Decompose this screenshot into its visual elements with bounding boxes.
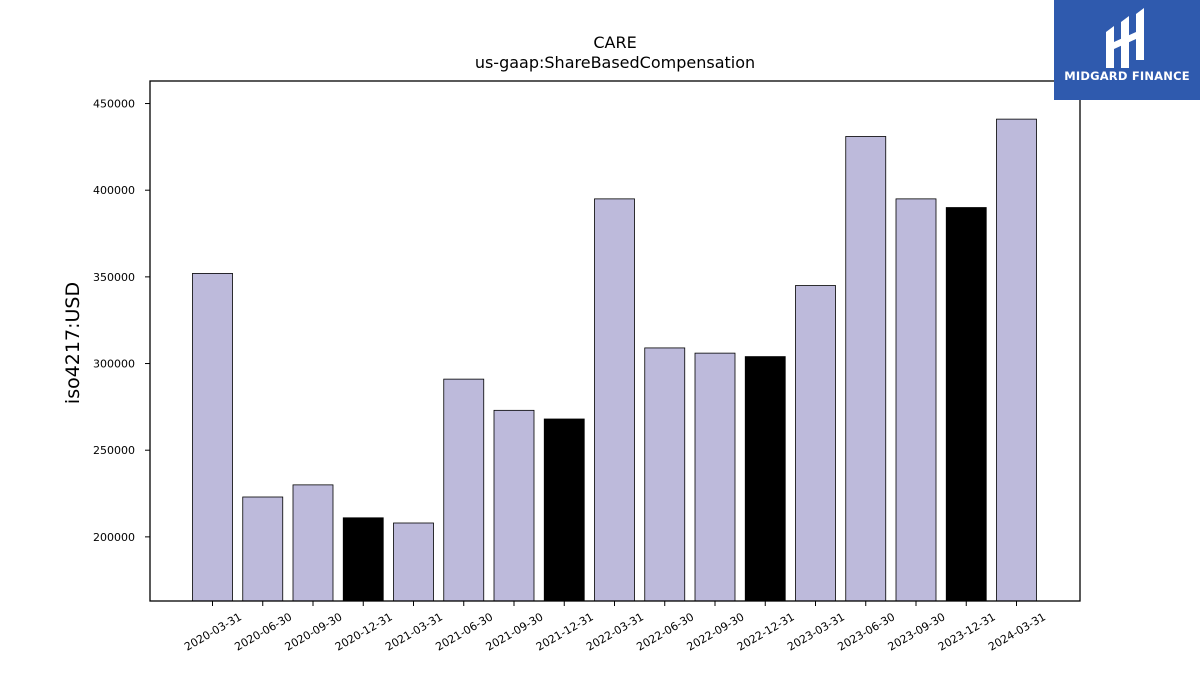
- bar-2022-03-31: [594, 198, 635, 602]
- brand-name: MIDGARD FINANCE: [1064, 69, 1190, 83]
- bar-2020-06-30: [242, 496, 284, 602]
- bar-2023-12-31: [945, 207, 987, 602]
- bar-2020-03-31: [192, 272, 233, 602]
- bar-2021-09-30: [493, 409, 535, 602]
- plot-area-frame: [149, 80, 1081, 602]
- y-axis-label: iso4217:USD: [62, 282, 84, 404]
- bar-2022-12-31: [744, 356, 786, 602]
- y-tick-label: 250000: [93, 444, 135, 457]
- bar-2023-09-30: [895, 198, 937, 602]
- bars-group: [192, 118, 1037, 602]
- bar-2021-03-31: [393, 522, 434, 602]
- midgard-logo-icon: [1106, 8, 1144, 68]
- bar-2021-12-31: [543, 418, 585, 602]
- bar-2020-12-31: [342, 517, 384, 602]
- bar-2023-06-30: [845, 136, 887, 602]
- x-axis-ticks: 2020-03-312020-06-302020-09-302020-12-31…: [182, 601, 1048, 654]
- bar-2020-09-30: [292, 484, 334, 602]
- y-tick-label: 450000: [93, 98, 135, 111]
- y-axis-ticks: 200000 250000 300000 350000 400000 450000: [93, 98, 150, 544]
- chart-title: CARE: [593, 33, 636, 52]
- chart-subtitle: us-gaap:ShareBasedCompensation: [475, 53, 755, 72]
- brand-logo: MIDGARD FINANCE: [1054, 0, 1200, 100]
- x-tick-label: 2024-03-31: [986, 610, 1048, 653]
- y-tick-label: 400000: [93, 184, 135, 197]
- bar-2022-06-30: [644, 347, 686, 602]
- y-tick-label: 200000: [93, 531, 135, 544]
- bar-2021-06-30: [443, 378, 485, 602]
- y-tick-label: 350000: [93, 271, 135, 284]
- bar-2023-03-31: [795, 285, 836, 602]
- bar-2022-09-30: [694, 352, 736, 602]
- y-tick-label: 300000: [93, 358, 135, 371]
- bar-2024-03-31: [996, 118, 1037, 602]
